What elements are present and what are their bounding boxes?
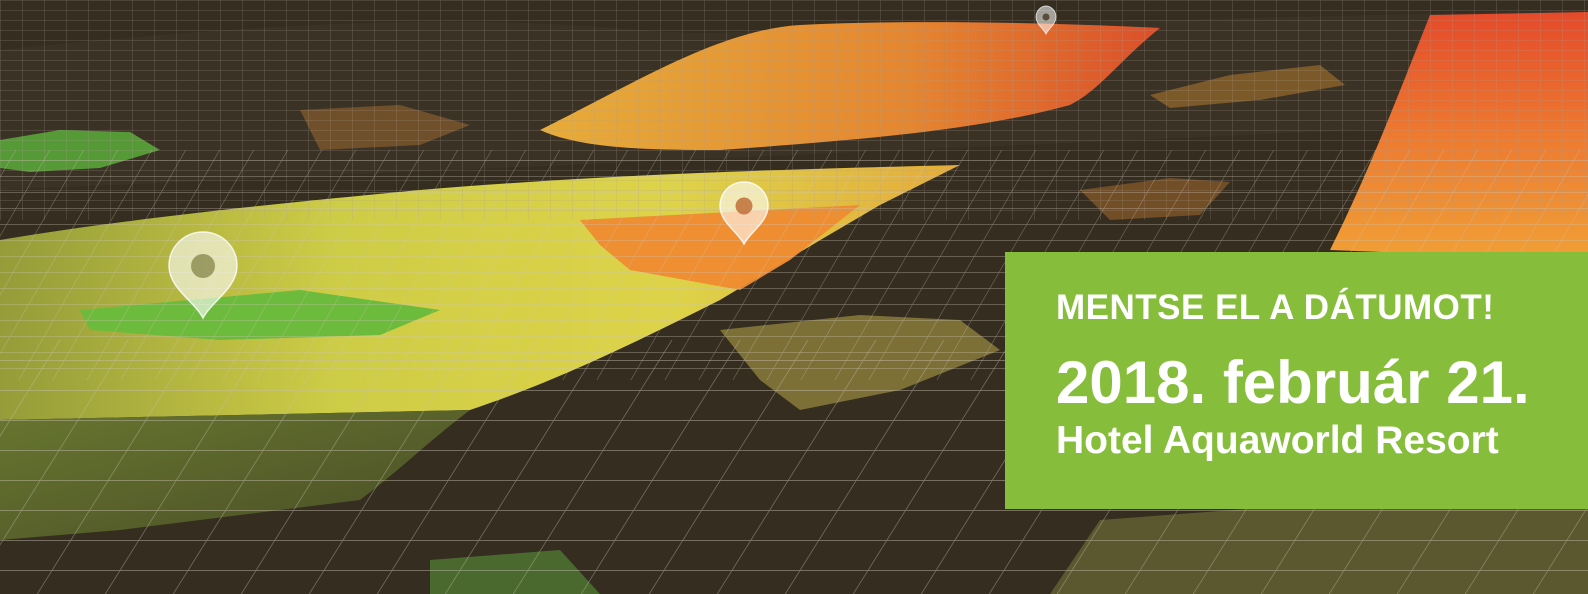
map-pin-icon <box>719 181 769 246</box>
map-pin-icon <box>168 231 238 320</box>
event-venue: Hotel Aquaworld Resort <box>1056 419 1499 462</box>
save-the-date-headline: MENTSE EL A DÁTUMOT! <box>1056 288 1495 327</box>
event-info-box: MENTSE EL A DÁTUMOT! 2018. február 21. H… <box>1005 252 1588 509</box>
map-pin-icon <box>1035 5 1057 36</box>
event-date: 2018. február 21. <box>1056 349 1530 416</box>
